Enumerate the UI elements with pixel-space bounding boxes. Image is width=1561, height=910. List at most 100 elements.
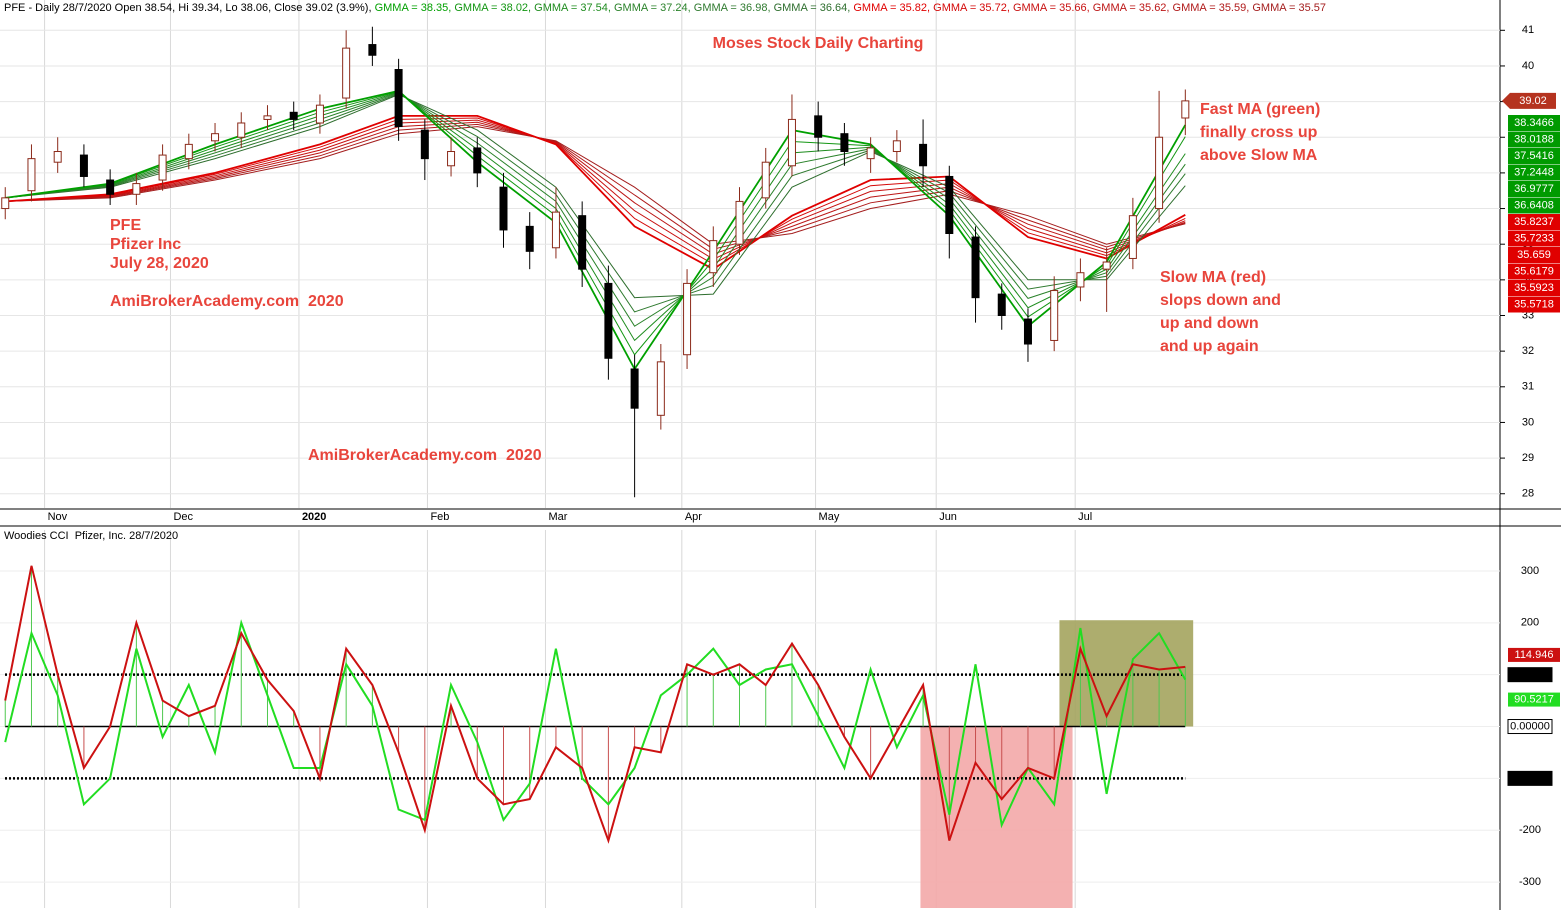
candle-body	[604, 282, 613, 359]
value-tag	[1508, 692, 1560, 707]
candle-body	[53, 151, 62, 163]
candle-body	[1181, 100, 1190, 119]
value-tag	[1508, 148, 1560, 164]
value-tag-label: 37.2448	[1514, 166, 1554, 178]
candle-body	[106, 179, 115, 195]
candle-body	[289, 111, 298, 120]
value-tag	[1508, 214, 1560, 230]
y-tick-label: 41	[1522, 24, 1534, 36]
candle-body	[499, 186, 508, 231]
candle-body	[735, 200, 744, 245]
value-tag-label: 38.0188	[1514, 133, 1554, 145]
value-tag-label: 35.5923	[1514, 282, 1554, 294]
annotation: AmiBrokerAcademy.com 2020	[308, 447, 542, 464]
y-tick-label: 28	[1522, 488, 1534, 500]
x-tick-label: Jun	[939, 511, 957, 523]
candle-body	[578, 215, 587, 270]
value-tag	[1508, 230, 1560, 247]
value-tag	[1508, 181, 1560, 197]
chart-title: PFE - Daily 28/7/2020 Open 38.54, Hi 39.…	[4, 2, 1329, 14]
gmma-line	[5, 91, 1186, 356]
candle-body	[447, 151, 456, 167]
y-tick-label: 29	[1522, 452, 1534, 464]
gmma-line	[5, 115, 1186, 271]
highlight-box	[920, 726, 1073, 908]
gmma-line	[5, 93, 1186, 299]
annotation: Pfizer Inc	[110, 236, 181, 253]
candle-body	[237, 122, 246, 138]
value-tag	[1508, 263, 1560, 280]
tick-box	[1507, 719, 1553, 735]
price-panel	[1, 26, 1190, 498]
value-tag-label: 35.659	[1517, 249, 1551, 261]
candle-body	[761, 161, 770, 199]
annotation: July 28, 2020	[110, 255, 209, 272]
annotation: slops down and	[1160, 292, 1281, 309]
value-tag-label: 35.8237	[1514, 216, 1554, 228]
labels: PFE - Daily 28/7/2020 Open 38.54, Hi 39.…	[4, 2, 1560, 888]
candle-body	[132, 183, 141, 195]
gmma-line	[5, 91, 1186, 342]
annotation: PFE	[110, 217, 141, 234]
candle-body	[79, 154, 88, 177]
candle-body	[315, 104, 324, 124]
legend-entry: GMMA = 35.72,	[933, 2, 1010, 14]
x-tick-label: Jul	[1078, 511, 1092, 523]
candle-body	[368, 44, 377, 56]
legend-entry: GMMA = 37.54,	[534, 2, 611, 14]
x-tick-label: Mar	[548, 511, 567, 523]
close-label: 39.02	[1519, 95, 1547, 107]
annotation: Fast MA (green)	[1200, 101, 1320, 118]
value-tag-label: 36.9777	[1514, 183, 1554, 195]
gmma-line	[5, 93, 1186, 313]
annotation: Slow MA (red)	[1160, 269, 1266, 286]
annotation: and up again	[1160, 338, 1259, 355]
candle-body	[1076, 272, 1085, 288]
y-tick-label: 0.00000	[1510, 720, 1550, 732]
x-tick-label: Dec	[173, 511, 193, 523]
candle-body	[997, 293, 1006, 316]
legend-entry: GMMA = 38.02,	[454, 2, 531, 14]
candle-body	[866, 147, 875, 160]
candle-body	[211, 133, 220, 142]
candle-body	[158, 154, 167, 181]
candle-body	[1, 197, 10, 210]
candle-body	[1050, 290, 1059, 341]
y-tick-label: -200	[1519, 824, 1541, 836]
value-tag-label: 38.3466	[1514, 117, 1554, 129]
candle-body	[709, 240, 718, 274]
annotation: finally cross up	[1200, 124, 1318, 141]
legend-entry: GMMA = 35.57	[1252, 2, 1326, 14]
candle-body	[184, 143, 193, 160]
value-tag-label: 35.6179	[1514, 265, 1554, 277]
gmma-line	[5, 126, 1186, 245]
legend-entry: GMMA = 35.59,	[1173, 2, 1250, 14]
x-tick-label: May	[819, 511, 840, 523]
candle-body	[473, 147, 482, 174]
value-tag-label: 36.6408	[1514, 199, 1554, 211]
tick-box	[1507, 667, 1553, 683]
annotation: up and down	[1160, 315, 1259, 332]
candle-body	[263, 115, 272, 120]
cci-panel	[4, 565, 1194, 908]
candle-body	[919, 143, 928, 167]
candle-body	[840, 133, 849, 153]
candle-body	[656, 361, 665, 416]
candle-body	[1155, 136, 1164, 210]
value-tag-label: 35.5718	[1514, 298, 1554, 310]
value-tag	[1508, 247, 1560, 263]
candle-body	[814, 115, 823, 138]
candle-body	[1102, 261, 1111, 270]
value-tag-label: 90.5217	[1514, 693, 1554, 705]
candle-body	[892, 140, 901, 153]
legend-entry: GMMA = 37.24,	[614, 2, 691, 14]
annotation: Moses Stock Daily Charting	[713, 35, 924, 52]
candle-body	[420, 129, 429, 160]
y-tick-label: -100	[1519, 772, 1541, 784]
y-tick-label: 40	[1522, 60, 1534, 72]
y-tick-label: 30	[1522, 416, 1534, 428]
close-tag	[1502, 92, 1556, 109]
candle-body	[1128, 215, 1137, 259]
candle-body	[787, 118, 796, 167]
